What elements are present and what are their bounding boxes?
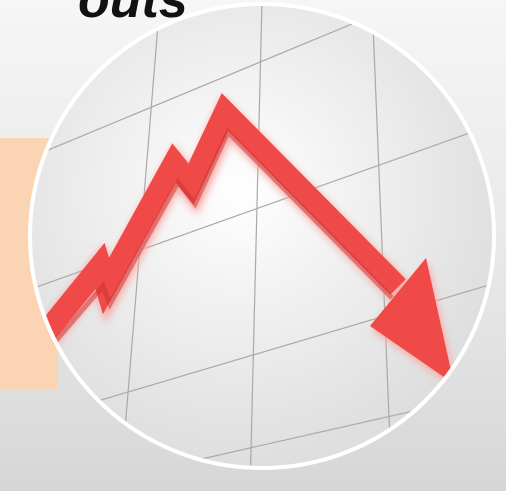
picture [0, 0, 506, 491]
slide: outs [0, 0, 506, 491]
picture-circle [30, 4, 494, 468]
